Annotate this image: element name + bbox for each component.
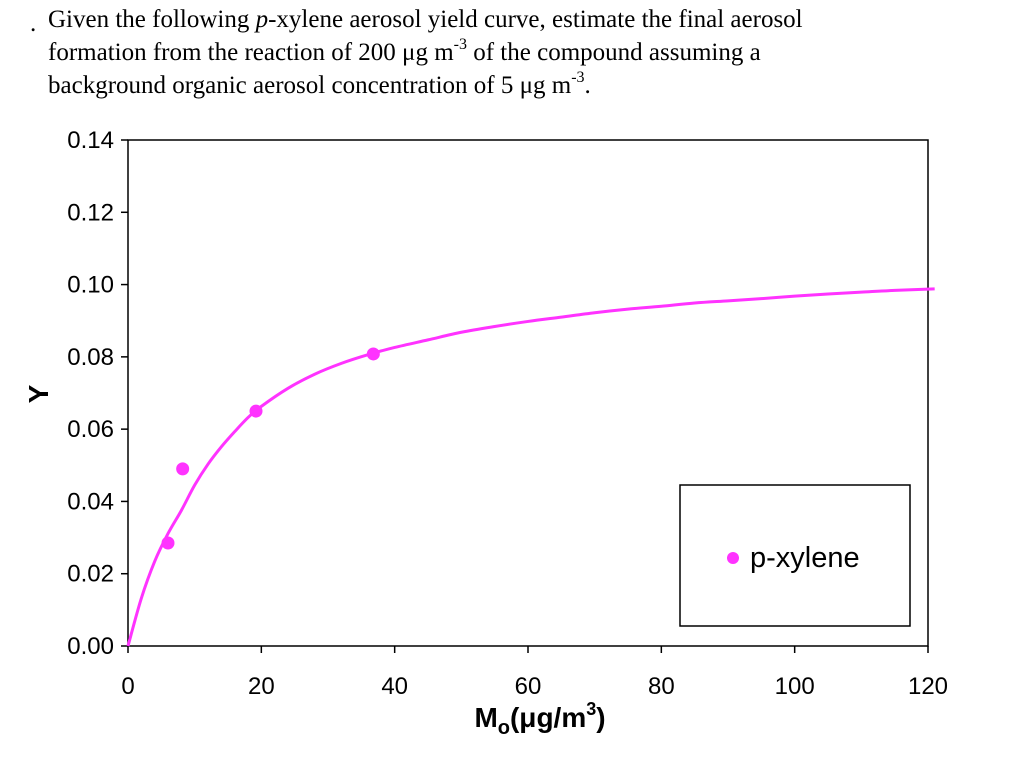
question-line-2-a: formation from the reaction of 200 μg m (48, 39, 454, 66)
question-line-2-b: of the compound assuming a (466, 39, 761, 66)
x-axis-title-sub: o (498, 717, 510, 739)
y-axis: 0.00 0.02 0.04 0.06 0.08 0.10 0.12 0.14 (67, 127, 128, 660)
y-tick-label: 0.12 (67, 199, 114, 226)
data-points (161, 347, 380, 550)
question-bullet: . (30, 10, 37, 37)
legend: p-xylene (679, 484, 911, 627)
question-line-3-b: . (584, 72, 591, 99)
question-line-1-a: Given the following (48, 6, 256, 33)
question-line-3: background organic aerosol concentration… (48, 68, 591, 101)
question-line-3-sup: -3 (571, 68, 585, 86)
x-tick-label: 60 (515, 673, 542, 700)
x-axis-title: Mo(μg/m3) (474, 699, 605, 739)
fit-curve-line (126, 287, 935, 647)
x-axis: 0 20 40 60 80 100 120 (121, 646, 948, 700)
x-tick-label: 80 (648, 673, 675, 700)
y-tick-label: 0.14 (67, 127, 114, 154)
y-tick-label: 0.08 (67, 344, 114, 371)
data-point (249, 404, 263, 418)
y-tick-label: 0.02 (67, 561, 114, 588)
y-axis-title: Y (23, 384, 54, 403)
x-tick-label: 100 (775, 673, 815, 700)
x-axis-title-end: ) (596, 702, 605, 733)
x-axis-title-sup: 3 (586, 699, 596, 719)
x-axis-title-main: M (474, 702, 497, 733)
legend-box (679, 484, 911, 627)
legend-marker (727, 552, 739, 564)
x-tick-label: 120 (908, 673, 948, 700)
question-line-1-italic: p (255, 6, 269, 33)
question-line-2: formation from the reaction of 200 μg m-… (48, 35, 761, 68)
data-point (176, 462, 190, 476)
question-line-2-sup: -3 (453, 35, 467, 53)
y-tick-label: 0.06 (67, 416, 114, 443)
x-tick-label: 20 (248, 673, 275, 700)
x-tick-label: 0 (121, 673, 134, 700)
question-line-1: Given the following p-xylene aerosol yie… (48, 4, 803, 35)
question-line-1-b: -xylene aerosol yield curve, estimate th… (268, 6, 803, 33)
y-tick-label: 0.00 (67, 633, 114, 660)
y-tick-label: 0.10 (67, 272, 114, 299)
data-point (366, 347, 380, 361)
question-text: . Given the following p-xylene aerosol y… (0, 0, 1024, 110)
y-tick-label: 0.04 (67, 488, 114, 515)
legend-label: p-xylene (750, 542, 860, 574)
question-line-3-a: background organic aerosol concentration… (48, 72, 572, 99)
x-axis-title-rest: (μg/m (510, 702, 586, 733)
data-point (161, 536, 175, 550)
x-tick-label: 40 (381, 673, 408, 700)
